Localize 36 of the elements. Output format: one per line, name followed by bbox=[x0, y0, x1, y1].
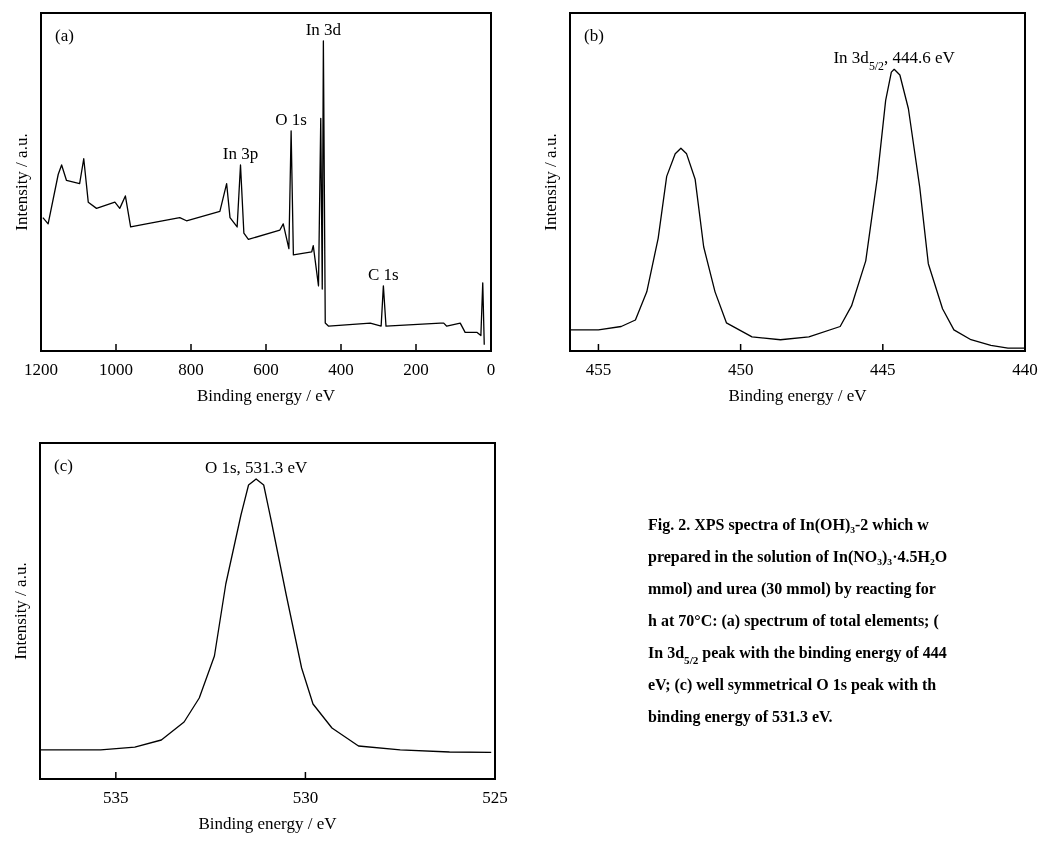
text: (b) bbox=[584, 26, 604, 45]
annotation: O 1s bbox=[275, 109, 307, 129]
x-tick-label: 450 bbox=[727, 360, 754, 379]
caption: Fig. 2. XPS spectra of In(OH)₃-2 which w bbox=[648, 516, 930, 534]
text: prepared in the solution of In(NO₃)₃·4.5H₂O bbox=[648, 548, 948, 566]
x-tick-label: 1200 bbox=[24, 360, 58, 379]
x-tick-label: 400 bbox=[328, 360, 354, 379]
x-tick-label: 455 bbox=[585, 360, 612, 379]
text: (c) bbox=[54, 456, 73, 475]
x-tick-label: 800 bbox=[178, 360, 204, 379]
x-axis-title: Binding energy / eV bbox=[728, 386, 868, 405]
y-axis-title: Intensity / a.u. bbox=[541, 133, 560, 231]
annotation: In 3d$_{5/2}$, 444.6 eV bbox=[833, 48, 956, 74]
x-tick-label: 440 bbox=[1012, 360, 1038, 379]
x-tick-label: 530 bbox=[292, 788, 319, 807]
x-tick-label: 1000 bbox=[99, 360, 133, 379]
x-tick-label: 200 bbox=[403, 360, 429, 379]
x-axis-title: Binding energy / eV bbox=[196, 386, 336, 405]
text: eV; (c) well symmetrical O 1s peak with th bbox=[648, 676, 937, 694]
x-tick-label: 535 bbox=[103, 788, 129, 807]
annotation: (a) bbox=[55, 26, 74, 45]
x-axis-title: Binding energy / eV bbox=[198, 814, 338, 833]
x-tick-label: 0 bbox=[486, 360, 496, 379]
text: mmol) and urea (30 mmol) by reacting for bbox=[648, 580, 936, 598]
annotation: In 3p bbox=[222, 143, 259, 163]
y-axis-title: Intensity / a.u. bbox=[12, 133, 31, 231]
text: binding energy of 531.3 eV. bbox=[648, 708, 833, 726]
annotation: In 3d bbox=[305, 19, 342, 39]
text: h at 70°C: (a) spectrum of total elements; ( bbox=[648, 612, 939, 630]
y-axis-title: Intensity / a.u. bbox=[11, 562, 30, 660]
annotation: C 1s bbox=[368, 264, 399, 284]
x-tick-label: 525 bbox=[482, 788, 508, 807]
text: In 3d$_{5/2}$ peak with the binding energy of 444 bbox=[648, 644, 947, 666]
annotation: O 1s, 531.3 eV bbox=[204, 458, 309, 477]
x-tick-label: 600 bbox=[253, 360, 279, 379]
x-tick-label: 445 bbox=[870, 360, 896, 379]
